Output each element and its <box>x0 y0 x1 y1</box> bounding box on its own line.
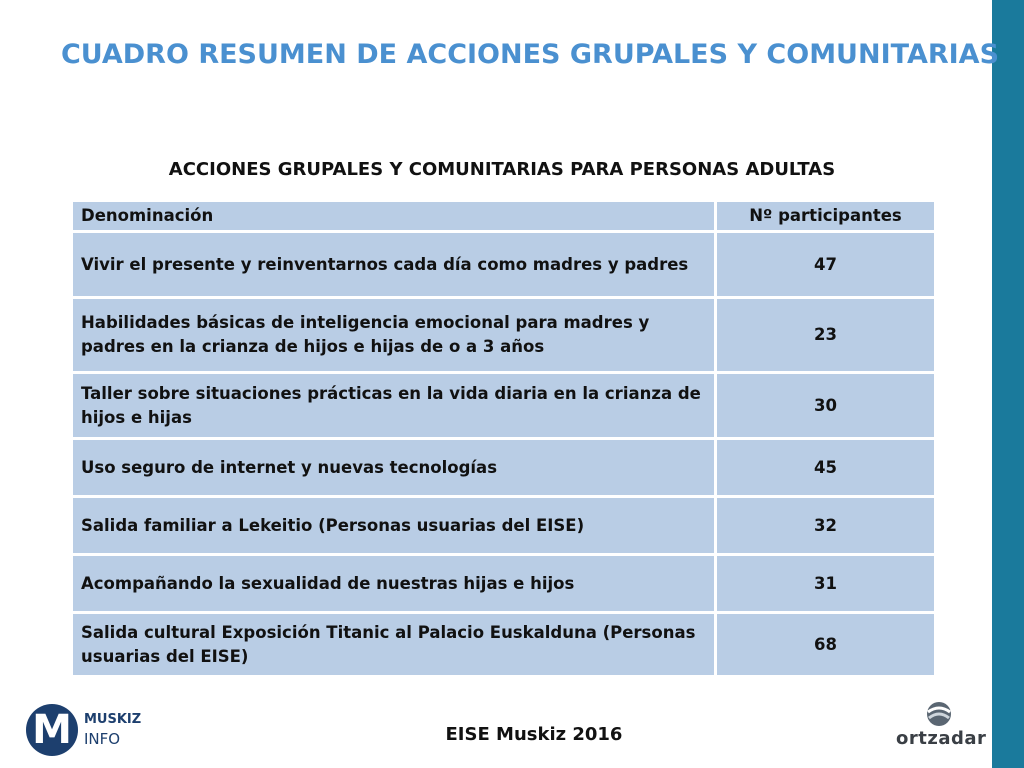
table-row: Uso seguro de internet y nuevas tecnolog… <box>73 440 934 495</box>
ortzadar-logo: ortzadar <box>896 700 986 756</box>
table-row: Taller sobre situaciones prácticas en la… <box>73 374 934 437</box>
table-row: Habilidades básicas de inteligencia emoc… <box>73 299 934 371</box>
table-row: Salida familiar a Lekeitio (Personas usu… <box>73 498 934 553</box>
actions-table: Denominación Nº participantes Vivir el p… <box>70 199 937 678</box>
row-name: Taller sobre situaciones prácticas en la… <box>73 374 714 437</box>
row-name: Vivir el presente y reinventarnos cada d… <box>73 233 714 296</box>
table-row: Salida cultural Exposición Titanic al Pa… <box>73 614 934 675</box>
footer-text: EISE Muskiz 2016 <box>445 724 623 745</box>
muskiz-logo-icon: M <box>26 704 78 756</box>
row-name: Acompañando la sexualidad de nuestras hi… <box>73 556 714 611</box>
row-participants: 30 <box>717 374 934 437</box>
table-subtitle: ACCIONES GRUPALES Y COMUNITARIAS PARA PE… <box>168 159 836 180</box>
row-name: Habilidades básicas de inteligencia emoc… <box>73 299 714 371</box>
table-row: Acompañando la sexualidad de nuestras hi… <box>73 556 934 611</box>
header-participantes: Nº participantes <box>717 202 934 230</box>
info-logo-text: INFO <box>84 730 121 748</box>
page-title: CUADRO RESUMEN DE ACCIONES GRUPALES Y CO… <box>60 39 1000 70</box>
row-participants: 31 <box>717 556 934 611</box>
row-name: Salida cultural Exposición Titanic al Pa… <box>73 614 714 675</box>
row-participants: 45 <box>717 440 934 495</box>
table-row: Vivir el presente y reinventarnos cada d… <box>73 233 934 296</box>
row-participants: 23 <box>717 299 934 371</box>
row-name: Salida familiar a Lekeitio (Personas usu… <box>73 498 714 553</box>
row-participants: 32 <box>717 498 934 553</box>
muskiz-logo-text: MUSKIZ <box>84 712 142 727</box>
right-accent-bar <box>992 0 1024 768</box>
muskiz-info-logo: M MUSKIZ INFO <box>22 702 162 758</box>
header-denominacion: Denominación <box>73 202 714 230</box>
row-name: Uso seguro de internet y nuevas tecnolog… <box>73 440 714 495</box>
ortzadar-logo-text: ortzadar <box>896 728 987 749</box>
row-participants: 68 <box>717 614 934 675</box>
ortzadar-logo-icon <box>927 702 951 726</box>
row-participants: 47 <box>717 233 934 296</box>
table-header-row: Denominación Nº participantes <box>73 202 934 230</box>
